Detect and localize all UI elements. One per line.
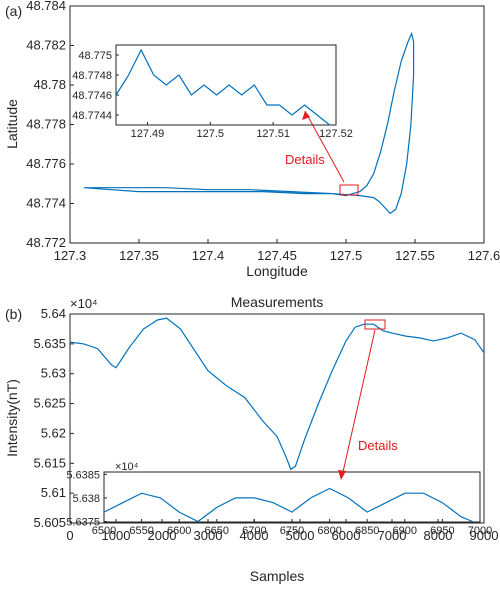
panel-a-inset-ytick-label: 48.7744	[72, 110, 112, 122]
panel-a-annotation: Details	[285, 152, 325, 167]
panel-b-detail-arrow	[342, 329, 376, 473]
panel-b-xtick-label: 1000	[102, 528, 131, 543]
panel-a-inset-axes	[115, 44, 337, 126]
panel-b-ytick-label: 5.63	[41, 366, 66, 381]
panel-a-inset-series-line	[115, 48, 331, 126]
panel-b-ytick-label: 5.635	[33, 336, 66, 351]
panel-b-ytick-label: 5.625	[33, 396, 66, 411]
panel-a-inset-ytick-label: 48.7748	[72, 70, 112, 82]
panel-a-xtick-label: 127.35	[119, 248, 159, 263]
panel-b-xtick-label: 2000	[148, 528, 177, 543]
panel-b-inset-xtick-label: 6600	[167, 525, 191, 537]
panel-b-inset-xtick-label: 6750	[280, 525, 304, 537]
panel-b-xtick-label: 3000	[194, 528, 223, 543]
panel-b-xtick-label: 8000	[424, 528, 453, 543]
panel-a-detail-arrow	[304, 110, 345, 183]
panel-b-inset-xtick-label: 7000	[468, 525, 492, 537]
panel-b-ytick-label: 5.64	[41, 306, 66, 321]
panel-a-inset-ytick-label: 48.775	[78, 50, 112, 62]
panel-a-inset-xtick-label: 127.49	[131, 128, 165, 140]
panel-b-inset-series-line	[103, 487, 473, 523]
panel-a-inset-ytick-label: 48.7746	[72, 90, 112, 102]
panel-a-xtick-label: 127.6	[468, 248, 500, 263]
panel-b-xlabel: Samples	[250, 568, 304, 584]
panel-a-ytick-label: 48.784	[26, 0, 66, 13]
panel-a-xtick-label: 127.4	[192, 248, 225, 263]
panel-b-xtick-label: 5000	[286, 528, 315, 543]
panel-a-xtick-label: 127.3	[54, 248, 87, 263]
panel-b-inset-exponent: ×10⁴	[115, 461, 139, 473]
panel-b-ytick-label: 5.62	[41, 425, 66, 440]
panel-b-annotation: Details	[358, 438, 398, 453]
panel-a-inset-xtick-label: 127.5	[197, 128, 225, 140]
panel-b-series-line	[69, 317, 485, 471]
panel-a-ytick-label: 48.772	[26, 235, 66, 250]
panel-a-inset-xtick-label: 127.51	[256, 128, 290, 140]
panel-a-detail-box	[339, 184, 359, 196]
panel-a-ytick-label: 48.782	[26, 38, 66, 53]
panel-b-inset-xtick-label: 6950	[430, 525, 454, 537]
panel-b-ytick-label: 5.605	[33, 515, 66, 530]
panel-b-exponent: ×10⁴	[70, 296, 98, 311]
panel-a-ytick-label: 48.776	[26, 156, 66, 171]
panel-b-detail-box	[364, 319, 386, 330]
panel-b-arrowhead	[338, 470, 346, 480]
panel-b-ticks: 0 1000 2000 3000 4000 5000 6000 7000 8000 9000 5.6…	[33, 306, 498, 543]
panel-a-xtick-label: 127.55	[395, 248, 435, 263]
panel-a-xtick-label: 127.5	[330, 248, 363, 263]
panel-b-ytick-label: 5.61	[41, 485, 66, 500]
panel-a-inset-ticks: 127.49 127.5 127.51 127.52 48.7744 48.7746 48.…	[72, 50, 353, 140]
panel-a-series-line	[83, 31, 415, 215]
panel-a-ytick-label: 48.78	[33, 77, 66, 92]
panel-b-ylabel: Intensity(nT)	[4, 379, 20, 457]
panel-b-inset-xtick-label: 6800	[317, 525, 341, 537]
panel-a-inset-xtick-label: 127.52	[319, 128, 353, 140]
panel-b-inset-axes	[103, 471, 481, 523]
panel-b-inset-xtick-label: 6850	[355, 525, 379, 537]
panel-b-xtick-label: 9000	[470, 528, 499, 543]
panel-b-title: Measurements	[231, 294, 324, 310]
panel-b-xtick-label: 0	[66, 528, 73, 543]
panel-b-label: (b)	[5, 306, 22, 322]
panel-a-ylabel: Latitude	[4, 99, 20, 149]
panel-b-xtick-label: 4000	[240, 528, 269, 543]
panel-b-inset-ticks: 6500 6550 6600 6650 6700 6750 6800 6850 6900 6950…	[66, 469, 492, 537]
panel-a-xlabel: Longitude	[246, 263, 308, 279]
panel-b-ytick-label: 5.615	[33, 455, 66, 470]
panel-b-inset-xtick-label: 6700	[242, 525, 266, 537]
panel-a-ticks: 127.3 127.35 127.4 127.45 127.5 127.55 127.6 48…	[26, 0, 500, 263]
panel-b-inset-ytick-label: 5.6375	[66, 517, 100, 529]
panel-b-inset-xtick-label: 6550	[129, 525, 153, 537]
panel-b-axes	[69, 313, 485, 524]
panel-b-inset-xtick-label: 6500	[92, 525, 116, 537]
panel-b-xtick-label: 6000	[332, 528, 361, 543]
panel-a-ytick-label: 48.778	[26, 117, 66, 132]
panel-b-xtick-label: 7000	[378, 528, 407, 543]
panel-a-label: (a)	[5, 3, 22, 19]
panel-b-inset-ytick-label: 5.638	[72, 493, 100, 505]
panel-b-inset-xtick-label: 6900	[393, 525, 417, 537]
panel-a-ytick-label: 48.774	[26, 196, 66, 211]
panel-b-inset-xtick-label: 6650	[205, 525, 229, 537]
panel-a-arrowhead	[302, 111, 310, 120]
panel-a-xtick-label: 127.45	[257, 248, 297, 263]
panel-b-inset-ytick-label: 5.6385	[66, 469, 100, 481]
